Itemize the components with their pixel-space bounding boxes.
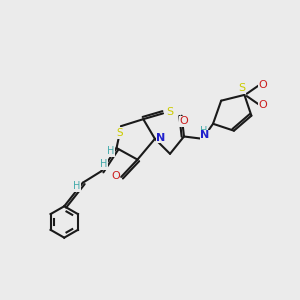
Text: H: H	[107, 146, 114, 157]
Text: O: O	[259, 100, 267, 110]
Text: S: S	[117, 128, 123, 138]
Text: N: N	[156, 133, 165, 142]
Text: S: S	[238, 83, 246, 93]
Text: O: O	[111, 171, 120, 181]
Text: N: N	[200, 130, 209, 140]
Text: H: H	[100, 159, 107, 169]
Text: O: O	[180, 116, 188, 127]
Text: H: H	[73, 181, 80, 191]
Text: H: H	[200, 126, 207, 136]
Text: S: S	[166, 107, 173, 117]
Text: O: O	[259, 80, 267, 89]
